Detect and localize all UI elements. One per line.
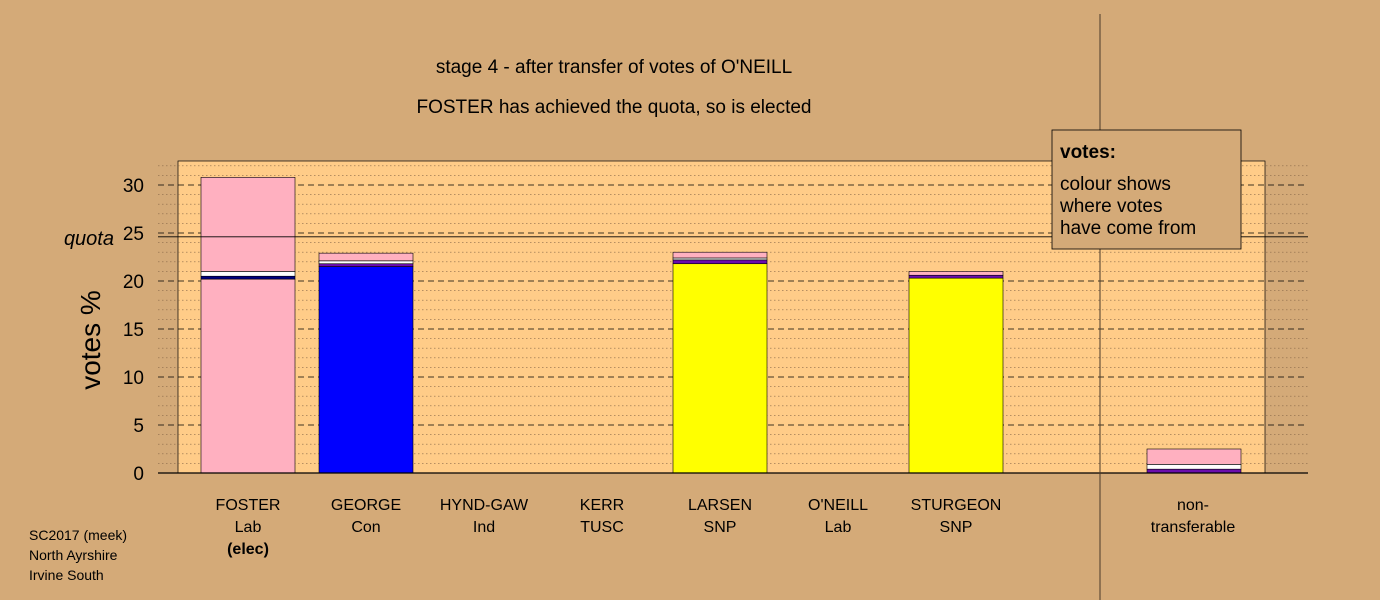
legend-box [1051,129,1242,250]
bar-segment [908,277,1004,474]
footer-election: SC2017 (meek) [29,527,127,543]
non-transferable-label-line2: transferable [1151,519,1236,536]
legend-line-2: where votes [1059,196,1162,217]
bar-segment [672,251,768,259]
quota-label: quota [64,228,114,250]
bar-segment [672,259,768,265]
bar-segment [672,263,768,474]
footer-council: North Ayrshire [29,547,118,563]
bar-segment [318,266,414,474]
candidate-name: GEORGE [331,497,401,514]
y-axis-label: votes % [75,290,106,390]
legend-line-3: have come from [1060,218,1196,239]
candidate-name: LARSEN [688,497,752,514]
bar-segment [318,260,414,265]
bar-segment [908,274,1004,279]
candidate-name: HYND-GAW [440,497,529,514]
bar-segment [200,271,296,277]
bars-layer [200,177,1242,474]
candidate-status: (elec) [227,541,269,558]
bar-george [318,252,414,474]
y-tick-label: 30 [123,176,144,197]
y-tick-label: 0 [133,464,144,485]
bar-segment [1146,464,1242,470]
y-tick-label: 10 [123,368,144,389]
bar-segment [200,275,296,280]
legend-line-1: colour shows [1060,174,1171,195]
bar-non-transferable [1146,448,1242,474]
footer-ward: Irvine South [29,567,104,583]
bar-larsen [672,251,768,474]
bar-segment [908,271,1004,276]
bar-segment [200,278,296,474]
candidate-party: SNP [940,519,973,536]
bar-segment [1146,448,1242,465]
bar-sturgeon [908,271,1004,474]
candidate-party: Lab [235,519,262,536]
candidate-name: FOSTER [216,497,281,514]
candidate-name: STURGEON [911,497,1002,514]
chart-title: stage 4 - after transfer of votes of O'N… [436,57,792,78]
bar-segment [318,252,414,262]
non-transferable-label-line1: non- [1177,497,1209,514]
x-tick-labels: FOSTER Lab (elec) GEORGE Con HYND-GAW Ind KERR T… [216,497,1002,558]
candidate-party: Lab [825,519,852,536]
candidate-party: Ind [473,519,495,536]
candidate-party: TUSC [580,519,624,536]
chart-subtitle: FOSTER has achieved the quota, so is ele… [417,97,812,118]
y-tick-label: 20 [123,272,144,293]
legend-title: votes: [1060,142,1116,163]
candidate-name: O'NEILL [808,497,868,514]
y-tick-label: 15 [123,320,144,341]
candidate-party: Con [351,519,380,536]
y-tick-label: 25 [123,224,144,245]
candidate-party: SNP [704,519,737,536]
bar-segment [318,263,414,267]
y-tick-labels: 0 5 10 15 20 25 30 [123,176,144,485]
bar-segment [200,177,296,272]
legend: votes: colour shows where votes have com… [1051,129,1242,250]
candidate-name: KERR [580,497,624,514]
y-tick-label: 5 [133,416,144,437]
bar-foster [200,177,296,474]
